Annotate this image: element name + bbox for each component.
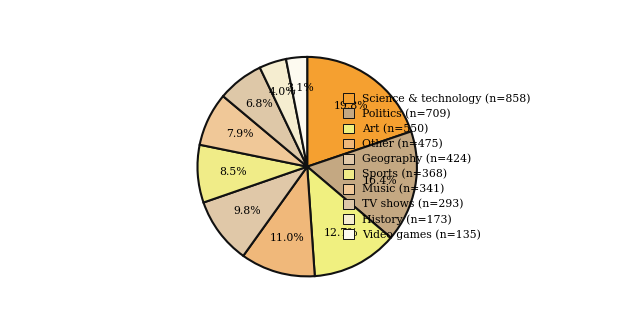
Wedge shape <box>198 145 307 203</box>
Legend: Science & technology (n=858), Politics (n=709), Art (n=550), Other (n=475), Geog: Science & technology (n=858), Politics (… <box>339 90 534 243</box>
Wedge shape <box>307 57 411 167</box>
Text: 11.0%: 11.0% <box>269 233 304 244</box>
Wedge shape <box>243 167 315 276</box>
Wedge shape <box>307 131 417 238</box>
Wedge shape <box>223 68 307 167</box>
Text: 12.7%: 12.7% <box>324 228 358 238</box>
Text: 8.5%: 8.5% <box>219 167 246 177</box>
Text: 4.0%: 4.0% <box>269 87 296 97</box>
Wedge shape <box>286 57 307 167</box>
Wedge shape <box>200 96 307 167</box>
Text: 3.1%: 3.1% <box>285 83 314 93</box>
Text: 7.9%: 7.9% <box>227 129 253 139</box>
Text: 19.8%: 19.8% <box>333 101 368 111</box>
Wedge shape <box>307 167 391 276</box>
Text: 9.8%: 9.8% <box>234 206 261 216</box>
Text: 16.4%: 16.4% <box>363 176 398 186</box>
Wedge shape <box>204 167 307 256</box>
Text: 6.8%: 6.8% <box>245 99 273 109</box>
Wedge shape <box>260 59 307 167</box>
